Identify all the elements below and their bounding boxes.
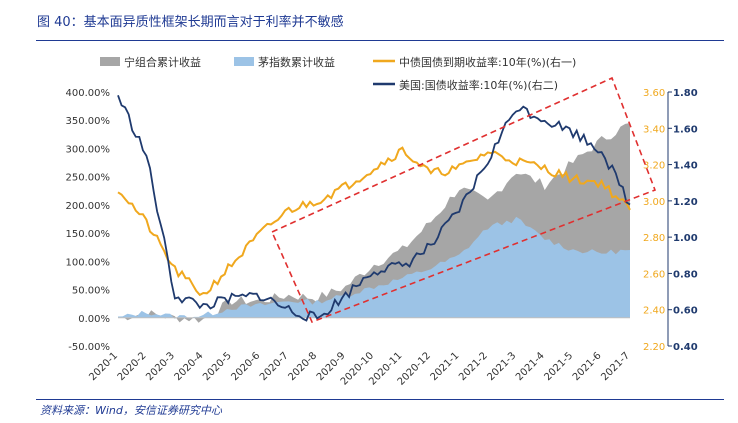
x-tick-label: 2020-5 (201, 350, 234, 383)
x-tick-label: 2021-3 (486, 350, 519, 383)
x-tick-label: 2020-4 (173, 350, 206, 383)
y-right2-tick-label: 1.40 (673, 161, 698, 172)
y-right2-tick-label: 1.80 (673, 88, 698, 99)
y-left-tick-label: 200.00% (66, 201, 111, 212)
y-left-tick-label: 100.00% (66, 257, 111, 268)
x-tick-label: 2020-1 (87, 350, 120, 383)
line-cn-10y-yield (117, 146, 631, 297)
x-tick-label: 2020-7 (258, 350, 291, 383)
y-left-tick-label: 0.00% (78, 314, 110, 325)
y-left-tick-label: 400.00% (66, 88, 111, 99)
y-right1-tick-label: 2.80 (643, 233, 665, 244)
x-tick-label: 2021-6 (571, 350, 604, 383)
y-left-tick-label: 300.00% (66, 144, 111, 155)
y-right2-tick-label: 1.20 (673, 197, 698, 208)
x-tick-label: 2021-4 (514, 350, 547, 383)
y-right2-tick-label: 1.60 (673, 124, 698, 135)
x-tick-label: 2021-5 (542, 350, 575, 383)
y-right2-tick-label: 1.00 (673, 233, 698, 244)
y-right1-tick-label: 2.60 (643, 269, 665, 280)
y-right1-tick-label: 3.40 (643, 124, 665, 135)
y-left-tick-label: 250.00% (66, 173, 111, 184)
x-tick-label: 2021-1 (429, 350, 462, 383)
legend-swatch (100, 57, 120, 66)
legend-swatch (234, 57, 254, 66)
y-left-tick-label: 50.00% (72, 286, 110, 297)
x-tick-label: 2020-8 (286, 350, 319, 383)
legend-label: 宁组合累计收益 (124, 55, 201, 69)
y-right2-tick-label: 0.40 (673, 342, 698, 353)
trend-band-annotation (270, 76, 657, 324)
figure-title: 图 40：基本面异质性框架长期而言对于利率并不敏感 (37, 15, 344, 30)
source-note: 资料来源：Wind，安信证券研究中心 (40, 404, 222, 417)
title-rule (36, 40, 724, 41)
area-mao-index (118, 216, 630, 319)
x-tick-label: 2021-7 (599, 350, 632, 383)
x-tick-label: 2020-3 (144, 350, 177, 383)
legend-label: 美国:国债收益率:10年(%)(右二) (399, 78, 558, 92)
y-left-tick-label: 350.00% (66, 116, 111, 127)
source-rule (36, 399, 724, 400)
legend-label: 茅指数累计收益 (258, 55, 335, 69)
y-right1-tick-label: 2.40 (643, 306, 665, 317)
y-left-tick-label: 150.00% (66, 229, 111, 240)
y-right1-tick-label: 2.20 (643, 342, 665, 353)
legend-label: 中债国债到期收益率:10年(%)(右一) (399, 55, 576, 69)
y-right2-tick-label: 0.80 (673, 269, 698, 280)
line-us-10y-yield (117, 94, 631, 322)
y-right1-tick-label: 3.60 (643, 88, 665, 99)
y-right1-tick-label: 3.20 (643, 161, 665, 172)
y-right1-tick-label: 3.00 (643, 197, 665, 208)
y-right2-tick-label: 0.60 (673, 306, 698, 317)
y-left-tick-label: -50.00% (68, 342, 110, 353)
x-tick-label: 2020-2 (116, 350, 149, 383)
x-tick-label: 2021-2 (457, 350, 490, 383)
x-tick-label: 2020-6 (230, 350, 263, 383)
